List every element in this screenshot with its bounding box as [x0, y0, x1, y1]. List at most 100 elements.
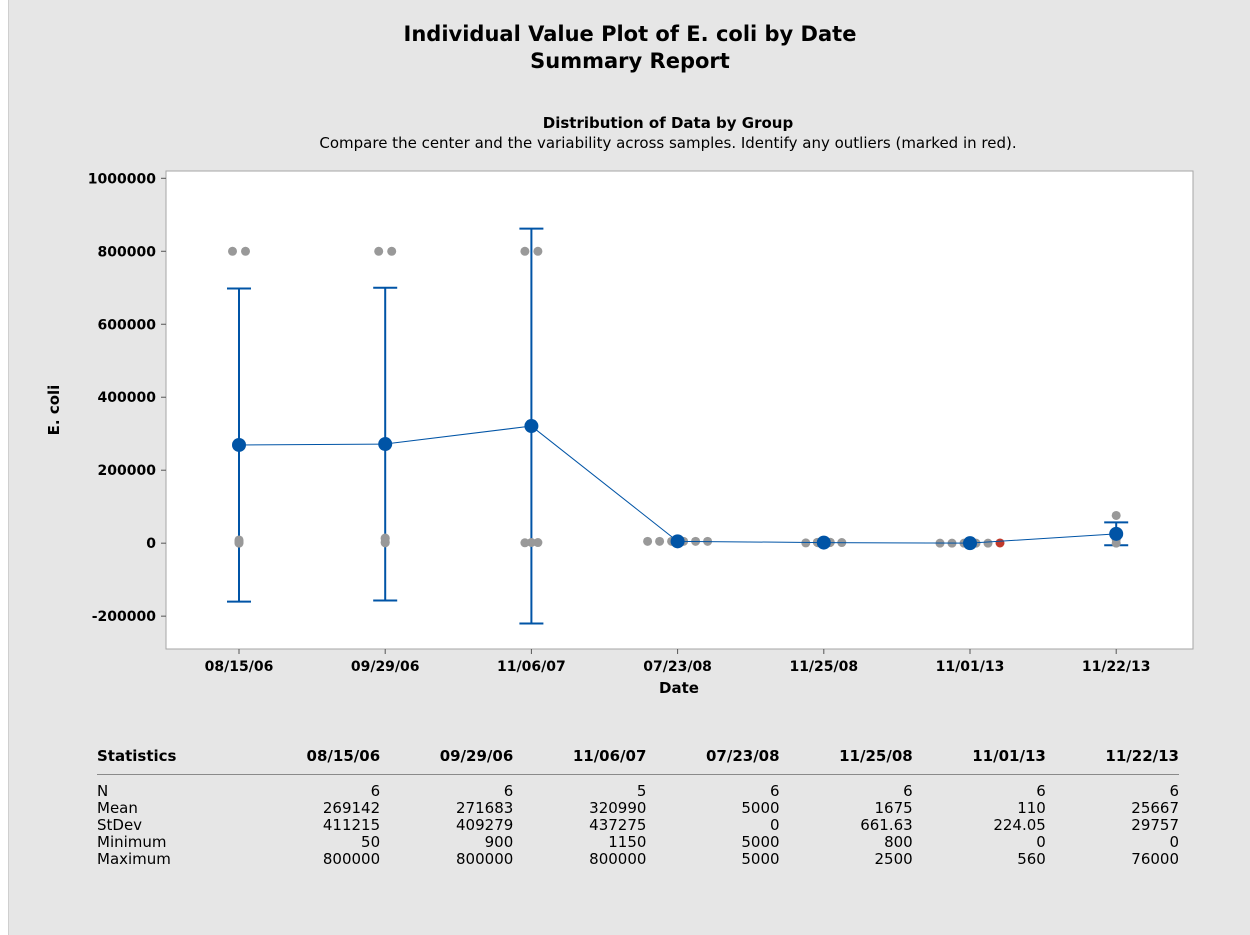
data-point	[643, 536, 653, 546]
statistics-cell: 76000	[1131, 850, 1179, 868]
statistics-cell: 110	[1017, 799, 1046, 817]
statistics-row: Mean 269142 271683 320990 5000 1675 110 25667	[97, 800, 1179, 817]
statistics-cell: 0	[1169, 833, 1179, 851]
statistics-cell: 661.63	[860, 816, 913, 834]
statistics-column-header: 11/25/08	[779, 745, 913, 775]
mean-marker	[524, 419, 539, 434]
plot-area	[165, 170, 1194, 650]
statistics-cell: 437275	[589, 816, 647, 834]
report-subtitle: Summary Report	[530, 49, 730, 73]
statistics-cell: 5	[636, 782, 647, 800]
statistics-row: N 6 6 5 6 6 6 6	[97, 775, 1179, 801]
data-point	[228, 246, 237, 256]
statistics-table: Statistics 08/15/06 09/29/06 11/06/07 07/23…	[97, 745, 1179, 868]
mean-marker	[816, 535, 831, 550]
data-point	[533, 246, 543, 256]
x-tick-label: 11/01/13	[936, 659, 1005, 675]
y-tick-label: 0	[146, 536, 156, 552]
y-tick-label: 200000	[98, 463, 157, 479]
data-point	[520, 246, 530, 256]
statistics-cell: 0	[1036, 833, 1046, 851]
data-point	[983, 538, 993, 548]
data-point	[1111, 510, 1121, 520]
statistics-column-header: 08/15/06	[247, 745, 381, 775]
data-points	[228, 246, 1121, 548]
statistics-cell: 411215	[322, 816, 381, 834]
statistics-header-row: Statistics 08/15/06 09/29/06 11/06/07 07/23…	[97, 745, 1179, 775]
statistics-cell: 900	[484, 833, 514, 851]
statistics-cell: 1675	[874, 799, 913, 817]
statistics-cell: 5000	[741, 850, 780, 868]
data-point	[380, 533, 390, 543]
y-axis: -200000 0 200000 400000 600000 800000 1000000	[88, 171, 166, 625]
x-tick-label: 08/15/06	[205, 659, 274, 675]
data-point	[387, 246, 397, 256]
mean-marker	[1109, 526, 1124, 541]
statistics-cell: 224.05	[993, 816, 1046, 834]
y-tick-label: 600000	[98, 317, 157, 333]
statistics-body: N 6 6 5 6 6 6 6 Mean 269142 271683 320990 5000 1675 11…	[97, 775, 1179, 869]
statistics-column-header: 11/06/07	[513, 745, 647, 775]
statistics-cell: 0	[770, 816, 780, 834]
mean-markers	[232, 419, 1124, 551]
statistics-cell: 320990	[589, 799, 647, 817]
statistics-cell: 50	[361, 833, 381, 851]
y-tick-label: 1000000	[88, 171, 156, 187]
statistics-row: Maximum 800000 800000 800000 5000 2500 560 7600…	[97, 851, 1179, 868]
individual-value-plot: -20000002000004000006000008000001000000 …	[45, 170, 1194, 697]
data-point	[241, 246, 250, 256]
statistics-row-label: Mean	[97, 799, 138, 817]
statistics-header-label: Statistics	[97, 745, 247, 775]
statistics-cell: 6	[503, 782, 514, 800]
section-title: Distribution of Data by Group	[542, 114, 794, 132]
statistics-column-header: 11/22/13	[1045, 745, 1179, 775]
y-axis-label: E. coli	[45, 385, 63, 436]
statistics-cell: 6	[770, 782, 780, 800]
x-tick-label: 07/23/08	[643, 659, 712, 675]
data-point	[533, 538, 543, 548]
x-axis: 08/15/06 09/29/06 11/06/07 07/23/08 11/25/08…	[205, 649, 1151, 675]
statistics-row-label: StDev	[97, 816, 143, 834]
statistics-cell: 6	[903, 782, 913, 800]
statistics-cell: 269142	[322, 799, 381, 817]
mean-marker	[963, 536, 977, 551]
mean-marker	[232, 437, 246, 452]
report-page: Individual Value Plot of E. coli by Date…	[8, 0, 1250, 935]
x-tick-label: 11/25/08	[789, 659, 858, 675]
section-description: Compare the center and the variability a…	[319, 134, 1017, 152]
data-point	[520, 538, 530, 548]
data-point	[655, 536, 665, 546]
statistics-cell: 800	[884, 833, 913, 851]
statistics-cell: 29757	[1131, 816, 1179, 834]
statistics-cell: 5000	[741, 833, 780, 851]
statistics-column-header: 11/01/13	[912, 745, 1046, 775]
mean-marker	[670, 534, 685, 549]
x-tick-label: 11/06/07	[497, 659, 566, 675]
statistics-column-header: 07/23/08	[646, 745, 780, 775]
mean-marker	[378, 437, 393, 452]
statistics-cell: 5000	[741, 799, 780, 817]
statistics-cell: 25667	[1131, 799, 1179, 817]
statistics-row-label: N	[97, 782, 109, 800]
report-title: Individual Value Plot of E. coli by Date	[403, 22, 857, 46]
x-tick-label: 11/22/13	[1082, 659, 1151, 675]
statistics-row-label: Minimum	[97, 833, 167, 851]
statistics-cell: 800000	[589, 850, 647, 868]
statistics-cell: 6	[1036, 782, 1046, 800]
statistics-cell: 1150	[608, 833, 647, 851]
statistics-cell: 800000	[456, 850, 514, 868]
statistics-cell: 271683	[456, 799, 514, 817]
outlier-point	[995, 538, 1005, 548]
statistics-cell: 6	[370, 782, 381, 800]
y-tick-label: -200000	[92, 609, 157, 625]
statistics-column-header: 09/29/06	[380, 745, 514, 775]
statistics-cell: 409279	[456, 816, 514, 834]
data-point	[234, 535, 244, 545]
x-axis-label: Date	[659, 679, 699, 697]
statistics-cell: 2500	[874, 850, 913, 868]
x-tick-label: 09/29/06	[351, 659, 420, 675]
data-point	[526, 537, 536, 547]
y-tick-label: 800000	[98, 244, 157, 260]
statistics-row-label: Maximum	[97, 850, 171, 868]
statistics-row: StDev 411215 409279 437275 0 661.63 224.05 2975…	[97, 817, 1179, 834]
